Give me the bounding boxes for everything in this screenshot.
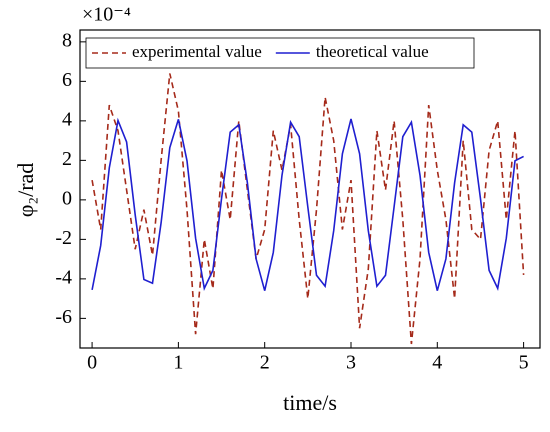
- y-tick-label: 0: [62, 187, 72, 209]
- y-tick-label: 4: [62, 108, 72, 130]
- x-tick-label: 3: [346, 352, 356, 374]
- y-tick-label: -2: [55, 227, 72, 249]
- legend-label: theoretical value: [316, 42, 429, 61]
- x-tick-label: 2: [260, 352, 270, 374]
- x-tick-label: 4: [432, 352, 442, 374]
- x-tick-label: 0: [87, 352, 97, 374]
- y-tick-label: 6: [62, 69, 72, 91]
- y-tick-label: 8: [62, 29, 72, 51]
- y-tick-label: 2: [62, 148, 72, 170]
- plot-frame: [79, 29, 541, 349]
- y-tick-label: -6: [55, 306, 72, 328]
- legend-label: experimental value: [132, 42, 262, 61]
- x-tick-label: 5: [519, 352, 529, 374]
- axis-multiplier: ×10⁻⁴: [82, 4, 131, 26]
- x-axis-label: time/s: [283, 390, 337, 415]
- y-axis-label: φ₂/rad: [13, 163, 38, 218]
- y-tick-label: -4: [55, 266, 72, 288]
- data-line: [91, 73, 525, 345]
- data-line: [91, 117, 524, 292]
- x-tick-label: 1: [173, 352, 183, 374]
